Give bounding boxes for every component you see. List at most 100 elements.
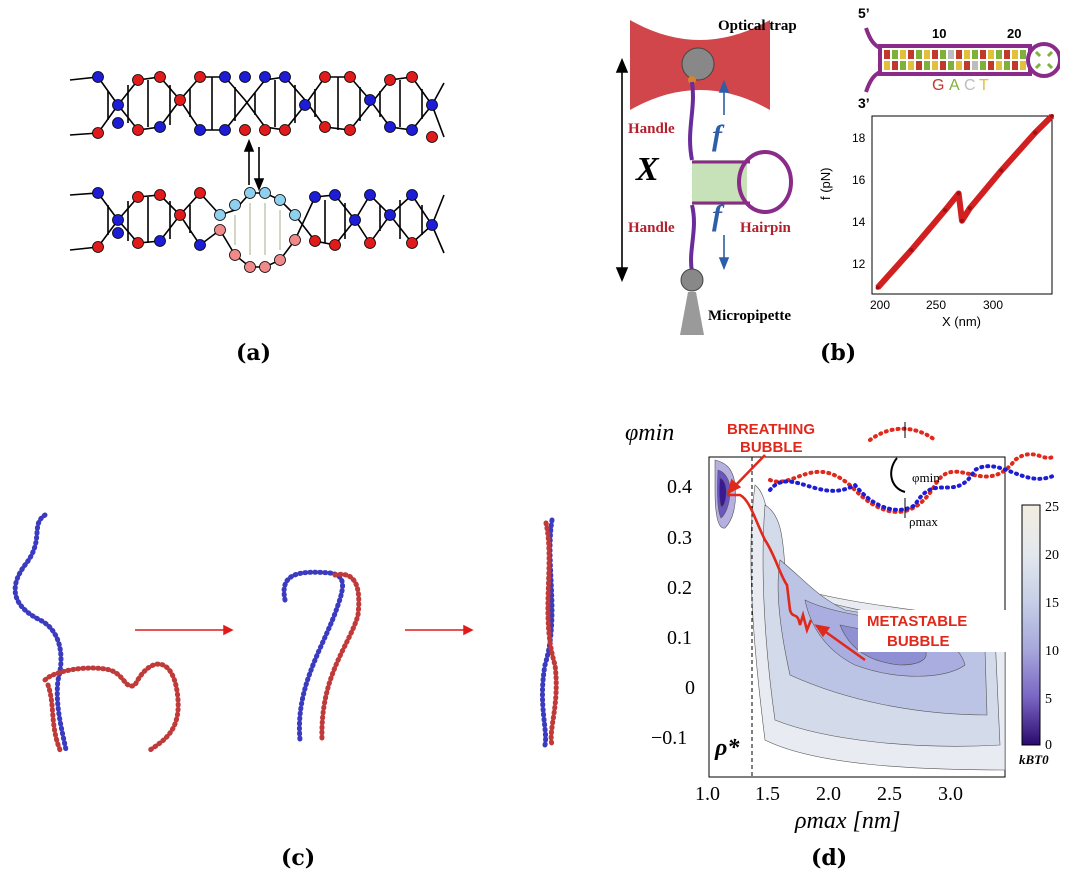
x-tick: 1.5 <box>755 783 780 805</box>
legend-c: C <box>964 77 976 94</box>
fx-point <box>1033 130 1038 135</box>
cb-tick: 5 <box>1045 692 1052 707</box>
prime5-label: 5’ <box>858 5 870 21</box>
y-ticks: 0.4 0.3 0.2 0.1 0 −0.1 <box>651 476 695 749</box>
trapped-bead <box>681 47 715 81</box>
x-tick: 2.0 <box>816 783 841 805</box>
y-tick: 0.3 <box>667 527 692 549</box>
x-ticks: 1.0 1.5 2.0 2.5 3.0 <box>695 783 963 805</box>
fx-point <box>1050 114 1054 118</box>
fx-ylabel: f (pN) <box>818 167 833 201</box>
fx-point <box>956 191 961 196</box>
y-tick: 0.2 <box>667 577 692 599</box>
micropipette-label: Micropipette <box>708 308 791 324</box>
y-tick: −0.1 <box>651 727 687 749</box>
metastable-box <box>858 610 1008 652</box>
hairpin-loop <box>1026 42 1060 78</box>
top-helix-beads <box>92 71 438 143</box>
panel-b: Optical trap X Handle Handle Hairpin f f <box>600 0 1060 335</box>
force-bottom-symbol: f <box>712 199 725 232</box>
fx-xtick: 200 <box>870 298 890 312</box>
snapshot-3 <box>539 517 559 748</box>
hybridization-snapshots <box>12 512 559 753</box>
colorbar-unit: kBT0 <box>1019 752 1049 767</box>
caption-c: (c) <box>281 845 316 871</box>
arrow-2 <box>405 624 474 636</box>
rho-star-label: ρ* <box>714 735 740 761</box>
prime3-label: 3’ <box>858 95 870 111</box>
hairpin-sequence-diagram: 5’ 3’ 10 20 G A <box>858 5 1060 111</box>
x-tick: 3.0 <box>938 783 963 805</box>
extension-symbol: X <box>635 151 660 188</box>
fx-point <box>875 285 880 290</box>
legend-g: G <box>932 77 944 94</box>
handle-bottom-strand <box>689 204 696 273</box>
metastable-label-1: METASTABLE <box>867 613 967 630</box>
fx-ytick: 18 <box>852 131 866 145</box>
bottom-helix <box>69 191 445 268</box>
fx-yticks: 18 16 14 12 <box>852 131 866 271</box>
fx-point <box>999 168 1004 173</box>
y-tick: 0.4 <box>667 476 692 498</box>
bubble-arrows <box>727 454 866 662</box>
hairpin-molecule <box>692 150 793 214</box>
hairpin-label: Hairpin <box>740 220 792 236</box>
y-axis-label: φmin <box>625 420 674 446</box>
breathing-label-2: BUBBLE <box>740 439 803 456</box>
bubble-helix-cartoon <box>768 422 1057 518</box>
snapshot-1 <box>12 512 181 753</box>
fx-ytick: 16 <box>852 173 866 187</box>
fx-point <box>960 218 964 223</box>
colorbar-ticks: 25 20 15 10 5 0 <box>1045 500 1059 753</box>
force-top-symbol: f <box>712 119 725 152</box>
breathing-label-1: BREATHING <box>727 421 815 438</box>
cb-tick: 15 <box>1045 596 1059 611</box>
force-extension-chart: 18 16 14 12 200 250 300 X (nm) <box>852 113 1055 329</box>
caption-b: (b) <box>820 340 857 366</box>
equilibrium-arrows <box>243 138 265 192</box>
arrow-1 <box>135 624 234 636</box>
panel-a <box>60 55 450 285</box>
transition-pathway <box>727 493 813 635</box>
cb-tick: 20 <box>1045 548 1059 563</box>
x-tick: 1.0 <box>695 783 720 805</box>
optical-trap-label: Optical trap <box>718 18 797 34</box>
fx-xlabel: X (nm) <box>942 314 981 329</box>
x-tick: 2.5 <box>877 783 902 805</box>
caption-d: (d) <box>811 845 848 871</box>
sequence-bases <box>884 50 1026 70</box>
seq-mark-20: 20 <box>1007 26 1021 41</box>
rho-max-cartoon-label: ρmax <box>909 514 938 529</box>
cb-tick: 10 <box>1045 644 1059 659</box>
metastable-label-2: BUBBLE <box>887 633 950 650</box>
fx-point <box>967 206 972 211</box>
y-tick: 0.1 <box>667 627 692 649</box>
seq-mark-10: 10 <box>932 26 946 41</box>
handle-top-strand <box>688 81 695 161</box>
cb-tick: 0 <box>1045 738 1052 753</box>
handle-top-label: Handle <box>628 121 675 137</box>
bubble-open-pairs <box>234 203 281 255</box>
free-energy-landscape: BREATHING BUBBLE METASTABLE BUBBLE φmin … <box>625 420 1059 834</box>
cb-tick: 25 <box>1045 500 1059 515</box>
colorbar <box>1021 504 1041 746</box>
fx-ytick: 14 <box>852 215 866 229</box>
dna-bubble-schematic <box>69 71 445 273</box>
caption-a: (a) <box>236 340 272 366</box>
panel-c <box>0 505 590 770</box>
legend-a: A <box>949 77 960 94</box>
legend-t: T <box>979 77 989 94</box>
fx-xtick: 300 <box>983 298 1003 312</box>
panel-d: BREATHING BUBBLE METASTABLE BUBBLE φmin … <box>615 410 1075 835</box>
micropipette-tip <box>680 292 704 335</box>
bottom-helix-beads <box>92 187 438 273</box>
fx-xticks: 200 250 300 <box>870 298 1003 312</box>
fx-ytick: 12 <box>852 257 866 271</box>
force-arrows <box>718 79 730 271</box>
fx-point <box>909 248 914 253</box>
fx-point <box>943 208 948 213</box>
snapshot-2 <box>281 569 362 743</box>
phi-min-cartoon-label: φmin <box>912 470 940 485</box>
pipette-bead <box>680 268 704 292</box>
optical-trap-setup: Optical trap X Handle Handle Hairpin f f <box>615 18 797 335</box>
